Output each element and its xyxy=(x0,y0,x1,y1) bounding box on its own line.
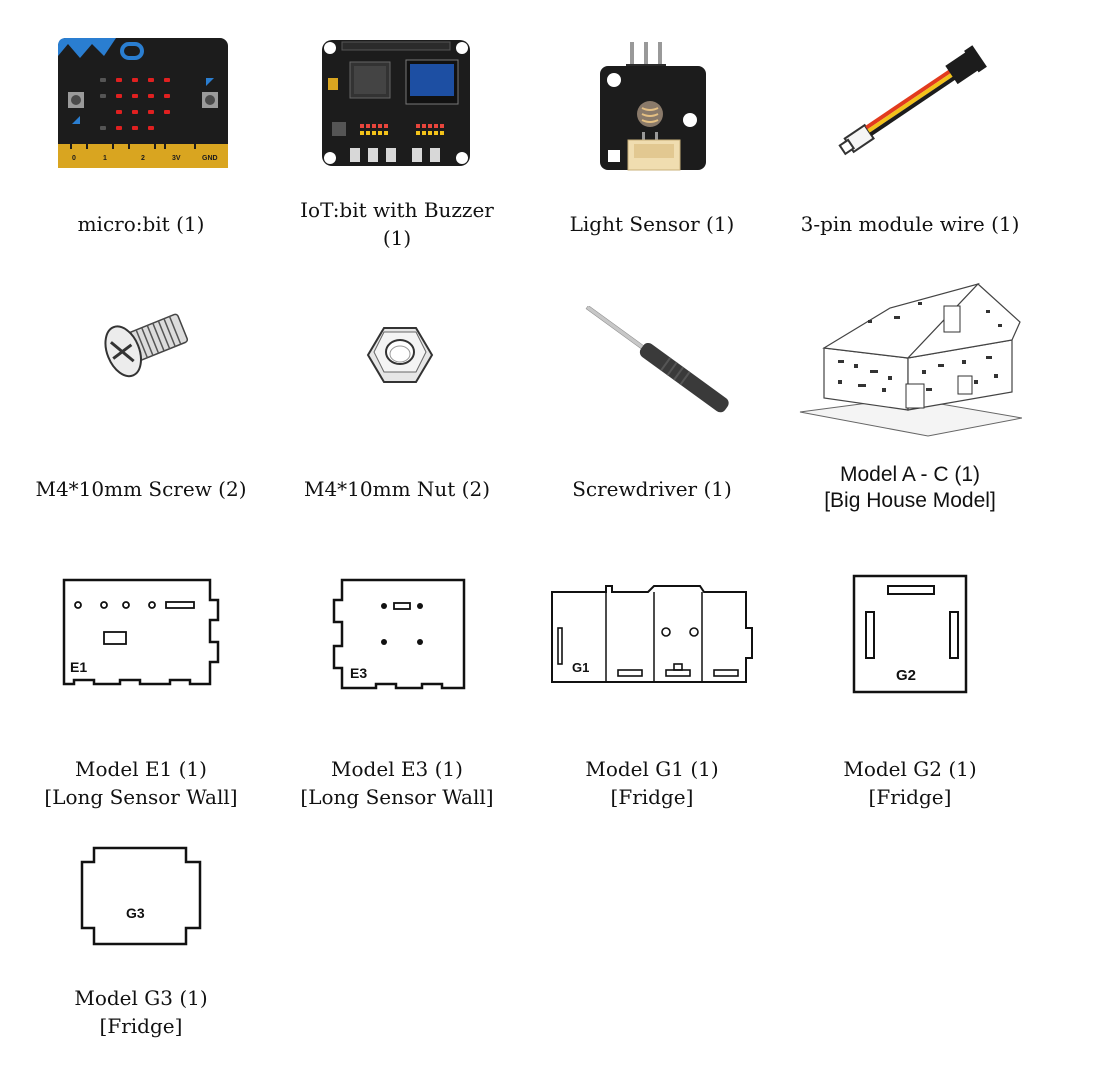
caption-line: M4*10mm Screw (2) xyxy=(35,477,247,501)
light-sensor-image xyxy=(600,42,706,171)
caption-line-2: [Long Sensor Wall] xyxy=(44,785,238,809)
caption-line: micro:bit (1) xyxy=(77,212,205,236)
light-sensor-caption: Light Sensor (1) xyxy=(527,210,777,238)
g3-caption: Model G3 (1) [Fridge] xyxy=(16,984,266,1040)
caption-line-2: [Fridge] xyxy=(610,785,694,809)
e3-caption: Model E3 (1) [Long Sensor Wall] xyxy=(272,755,522,811)
e1-caption: Model E1 (1) [Long Sensor Wall] xyxy=(16,755,266,811)
wire-caption: 3-pin module wire (1) xyxy=(785,210,1035,238)
pin-1-label: 1 xyxy=(103,155,107,162)
g1-piece-label: G1 xyxy=(572,660,589,675)
g2-piece-drawing: G2 xyxy=(852,574,968,694)
wire-image xyxy=(838,45,987,156)
house-model-image xyxy=(799,282,1022,437)
iotbit-board-image xyxy=(322,40,470,166)
e3-piece-label: E3 xyxy=(350,665,367,681)
g1-piece-drawing: G1 xyxy=(551,585,753,683)
caption-line-1: Model G2 (1) xyxy=(843,757,977,781)
nut-image xyxy=(366,327,434,383)
caption-line-2: (1) xyxy=(382,226,412,250)
caption-line-2: [Long Sensor Wall] xyxy=(300,785,494,809)
caption-line: M4*10mm Nut (2) xyxy=(303,477,491,501)
g2-caption: Model G2 (1) [Fridge] xyxy=(785,755,1035,811)
caption-line-2: [Fridge] xyxy=(868,785,952,809)
iotbit-caption: IoT:bit with Buzzer (1) xyxy=(272,196,522,252)
caption-line: Screwdriver (1) xyxy=(572,477,732,501)
g3-piece-drawing: G3 xyxy=(80,846,202,946)
caption-line-1: Model G1 (1) xyxy=(585,757,719,781)
screw-caption: M4*10mm Screw (2) xyxy=(16,475,266,503)
pin-gnd-label: GND xyxy=(202,155,218,162)
caption-line-1: Model E3 (1) xyxy=(331,757,463,781)
caption-line-1: Model G3 (1) xyxy=(74,986,208,1010)
e3-piece-drawing: E3 xyxy=(332,578,466,690)
caption-line-2: [Fridge] xyxy=(99,1014,183,1038)
screwdriver-image xyxy=(585,306,729,413)
caption-line-2: [Big House Model] xyxy=(824,489,996,512)
screw-image xyxy=(104,313,189,378)
pin-0-label: 0 xyxy=(72,155,76,162)
pin-2-label: 2 xyxy=(141,155,145,162)
g2-piece-label: G2 xyxy=(896,667,916,684)
g3-piece-label: G3 xyxy=(126,905,145,921)
caption-line: 3-pin module wire (1) xyxy=(800,212,1020,236)
g1-caption: Model G1 (1) [Fridge] xyxy=(527,755,777,811)
caption-line-1: IoT:bit with Buzzer xyxy=(300,198,494,222)
e1-piece-label: E1 xyxy=(70,659,87,675)
caption-line-1: Model A - C (1) xyxy=(839,463,981,486)
microbit-board-image: 0 1 2 3V GND xyxy=(58,38,228,168)
house-caption: Model A - C (1) [Big House Model] xyxy=(785,462,1035,514)
microbit-caption: micro:bit (1) xyxy=(16,210,266,238)
caption-line-1: Model E1 (1) xyxy=(75,757,207,781)
caption-line: Light Sensor (1) xyxy=(569,212,735,236)
pin-3v-label: 3V xyxy=(172,155,181,162)
screwdriver-caption: Screwdriver (1) xyxy=(527,475,777,503)
e1-piece-drawing: E1 xyxy=(62,578,220,686)
nut-caption: M4*10mm Nut (2) xyxy=(272,475,522,503)
